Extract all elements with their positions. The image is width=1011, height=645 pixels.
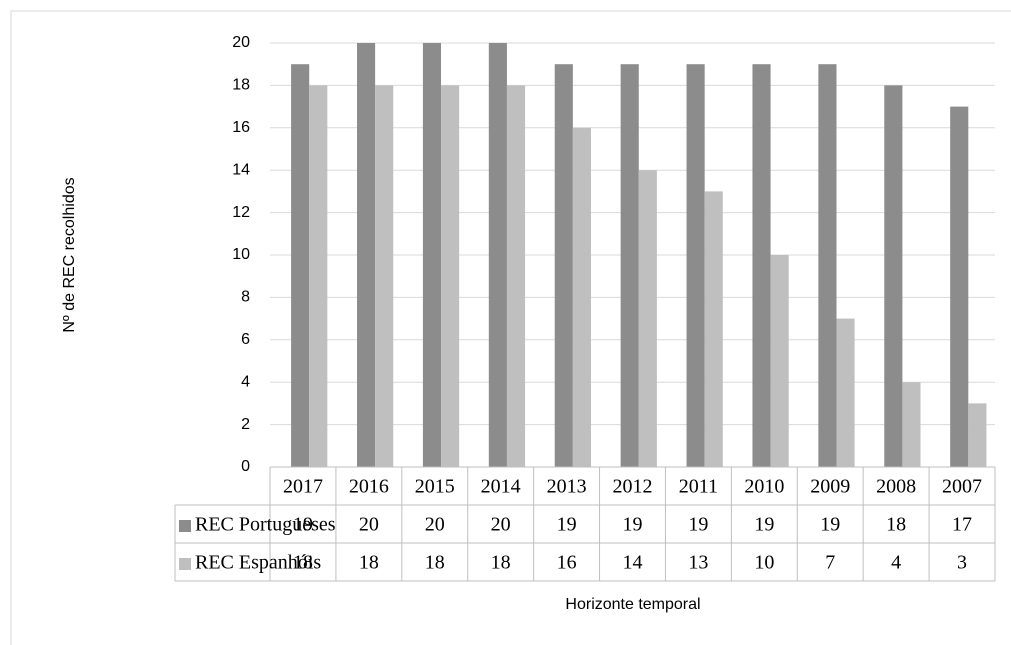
bar <box>309 85 328 468</box>
table-value: 4 <box>891 552 901 574</box>
x-tick-label: 2010 <box>744 476 784 498</box>
x-tick-label: 2017 <box>283 476 323 498</box>
bar <box>686 64 705 467</box>
table-value: 18 <box>359 552 379 574</box>
y-tick-label: 0 <box>241 458 250 475</box>
table-value: 20 <box>425 514 445 536</box>
bar <box>554 64 573 467</box>
bar <box>620 64 639 467</box>
y-tick-label: 2 <box>241 416 250 433</box>
x-tick-label: 2012 <box>613 476 653 498</box>
bar <box>752 64 771 467</box>
legend-label: REC Portugueses <box>195 514 336 536</box>
table-value: 18 <box>293 552 313 574</box>
table-value: 18 <box>425 552 445 574</box>
bar <box>818 64 837 467</box>
x-tick-label: 2011 <box>679 476 718 498</box>
bar <box>375 85 394 468</box>
y-axis-title: Nº de REC recolhidos <box>61 177 78 332</box>
bar <box>422 43 442 467</box>
y-tick-label: 4 <box>241 373 250 390</box>
y-tick-label: 18 <box>232 77 250 94</box>
bar <box>836 318 855 467</box>
table-value: 18 <box>491 552 511 574</box>
legend-swatch <box>179 558 191 570</box>
chart-border <box>10 10 1011 645</box>
bar <box>638 170 657 467</box>
x-tick-label: 2016 <box>349 476 389 498</box>
bar <box>441 85 460 468</box>
bar <box>968 403 987 467</box>
bar <box>488 43 507 467</box>
table-value: 20 <box>359 514 379 536</box>
y-tick-label: 16 <box>232 119 250 136</box>
bar <box>950 106 969 467</box>
table-value: 19 <box>293 514 313 536</box>
y-tick-label: 14 <box>232 161 250 178</box>
table-value: 7 <box>825 552 835 574</box>
table-value: 17 <box>952 514 972 536</box>
table-value: 14 <box>623 552 643 574</box>
table-value: 19 <box>820 514 840 536</box>
table-value: 18 <box>886 514 906 536</box>
y-tick-label: 6 <box>241 331 250 348</box>
x-tick-label: 2015 <box>415 476 455 498</box>
x-tick-label: 2008 <box>876 476 916 498</box>
x-tick-label: 2007 <box>942 476 982 498</box>
bar <box>902 382 921 467</box>
y-tick-label: 12 <box>232 204 250 221</box>
bar <box>770 255 789 467</box>
table-value: 19 <box>754 514 774 536</box>
table-value: 13 <box>688 552 708 574</box>
table-value: 19 <box>623 514 643 536</box>
table-value: 10 <box>754 552 774 574</box>
bar <box>884 85 903 468</box>
x-tick-label: 2009 <box>810 476 850 498</box>
x-tick-label: 2013 <box>547 476 587 498</box>
bar <box>704 191 723 467</box>
bar <box>506 85 526 468</box>
table-value: 19 <box>557 514 577 536</box>
table-value: 16 <box>557 552 577 574</box>
bar <box>572 127 591 468</box>
y-tick-label: 8 <box>241 289 250 306</box>
legend-label: REC Espanhóis <box>195 552 321 574</box>
table-value: 3 <box>957 552 967 574</box>
y-tick-label: 20 <box>232 34 250 51</box>
legend-swatch <box>179 520 191 532</box>
y-tick-label: 10 <box>232 246 250 263</box>
table-value: 19 <box>688 514 708 536</box>
x-tick-label: 2014 <box>481 476 521 498</box>
bar <box>291 64 310 467</box>
table-value: 20 <box>491 514 511 536</box>
x-axis-title: Horizonte temporal <box>565 596 700 613</box>
bar <box>357 43 376 467</box>
